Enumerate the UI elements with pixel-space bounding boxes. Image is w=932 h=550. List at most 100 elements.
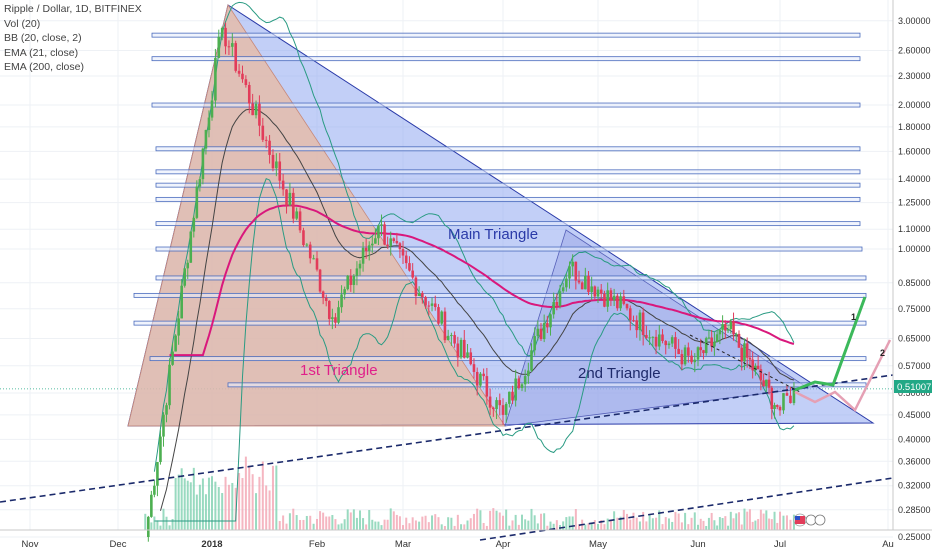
price-tick-label: 1.00000 <box>898 244 931 254</box>
candle-body <box>305 244 309 246</box>
candle-body <box>648 337 651 339</box>
candle-body <box>488 396 492 408</box>
volume-bar <box>295 515 298 530</box>
candle-body <box>370 243 374 246</box>
candle-body <box>504 403 508 415</box>
candle-body <box>264 139 268 141</box>
price-tick-label: 2.30000 <box>898 71 931 81</box>
volume-bar <box>765 510 768 530</box>
volume-bar <box>408 523 411 530</box>
candle-body <box>147 516 150 537</box>
volume-bar <box>278 521 281 530</box>
volume-bar <box>658 510 661 530</box>
candle-body <box>693 359 697 363</box>
volume-bar <box>776 522 779 530</box>
candle-body <box>298 211 302 231</box>
candle-body <box>726 329 730 331</box>
projection-path-1 <box>794 296 867 392</box>
volume-bar <box>565 517 568 530</box>
candle-body <box>278 161 282 181</box>
volume-bar <box>414 520 417 530</box>
volume-bar <box>268 490 271 530</box>
price-level-box <box>155 275 867 281</box>
candle-body <box>670 337 674 344</box>
candle-body <box>241 73 244 80</box>
candle-body <box>430 303 434 306</box>
candle-body <box>517 378 521 388</box>
trend-lines[interactable] <box>0 334 894 541</box>
candle-body <box>625 303 629 309</box>
candle-body <box>321 291 325 298</box>
candle-body <box>498 400 502 406</box>
price-axis[interactable]: 3.00000 2.60000 2.30000 2.00000 1.80000 1.600… <box>898 16 931 542</box>
volume-bar <box>505 509 508 530</box>
candle-body <box>479 373 482 386</box>
candle-body <box>492 407 495 410</box>
candle-body <box>687 347 690 356</box>
candle-body <box>165 405 168 415</box>
candle-body <box>424 297 427 306</box>
volume-bar <box>282 515 285 530</box>
volume-bar <box>517 524 520 530</box>
volume-bar <box>552 523 555 530</box>
volume-bar <box>261 461 264 530</box>
first-triangle-label: 1st Triangle <box>300 362 378 379</box>
candle-body <box>234 43 238 71</box>
volume-bar <box>460 524 463 530</box>
candle-body <box>177 318 180 336</box>
volume-bar <box>716 525 719 530</box>
volume-bar <box>710 512 713 530</box>
price-tick-label: 1.60000 <box>898 146 931 156</box>
volume-bar <box>434 514 437 530</box>
candle-body <box>358 263 362 269</box>
volume-bar <box>748 509 751 530</box>
volume-bar <box>443 525 446 530</box>
candle-body <box>751 359 754 371</box>
candle-body <box>584 275 587 290</box>
events-icon[interactable] <box>793 513 826 527</box>
time-tick-label: Mar <box>395 539 411 550</box>
bb-upper-line <box>153 1 795 472</box>
candle-body <box>450 335 453 337</box>
volume-bar <box>514 514 517 530</box>
volume-bar <box>651 518 654 530</box>
volume-bar <box>265 485 268 530</box>
volume-bar <box>693 512 696 530</box>
price-level-box <box>151 102 861 108</box>
price-tick-label: 0.25000 <box>898 532 931 542</box>
time-axis[interactable]: Nov Dec 2018 Feb Mar Apr May Jun Jul Au <box>22 539 894 550</box>
volume-bar <box>343 519 346 530</box>
volume-bar <box>186 480 189 530</box>
volume-bar <box>664 517 667 530</box>
volume-bar <box>779 511 781 530</box>
volume-bar <box>773 511 776 530</box>
volume-bars <box>144 456 795 530</box>
candle-body <box>217 36 221 58</box>
volume-bar <box>718 517 721 530</box>
candle-body <box>377 225 380 239</box>
volume-bar <box>302 519 305 530</box>
candle-body <box>352 275 356 285</box>
candle-body <box>275 161 278 169</box>
path-2-label: 2 <box>880 348 885 358</box>
volume-bar <box>463 524 466 530</box>
candle-body <box>331 317 334 319</box>
candle-body <box>168 364 171 406</box>
volume-bar <box>740 524 743 530</box>
candle-body <box>401 249 405 256</box>
volume-bar <box>735 513 738 530</box>
volume-bar <box>411 517 414 530</box>
price-tick-label: 1.40000 <box>898 174 931 184</box>
candle-body <box>724 324 727 331</box>
candle-body <box>561 287 565 292</box>
volume-bar <box>699 518 702 530</box>
candle-body <box>349 275 353 285</box>
volume-bar <box>648 514 651 530</box>
candle-body <box>398 243 402 250</box>
candle-body <box>616 295 619 309</box>
volume-bar <box>568 516 571 530</box>
candle-body <box>743 343 746 362</box>
volume-bar <box>498 512 501 530</box>
candle-body <box>523 376 527 385</box>
